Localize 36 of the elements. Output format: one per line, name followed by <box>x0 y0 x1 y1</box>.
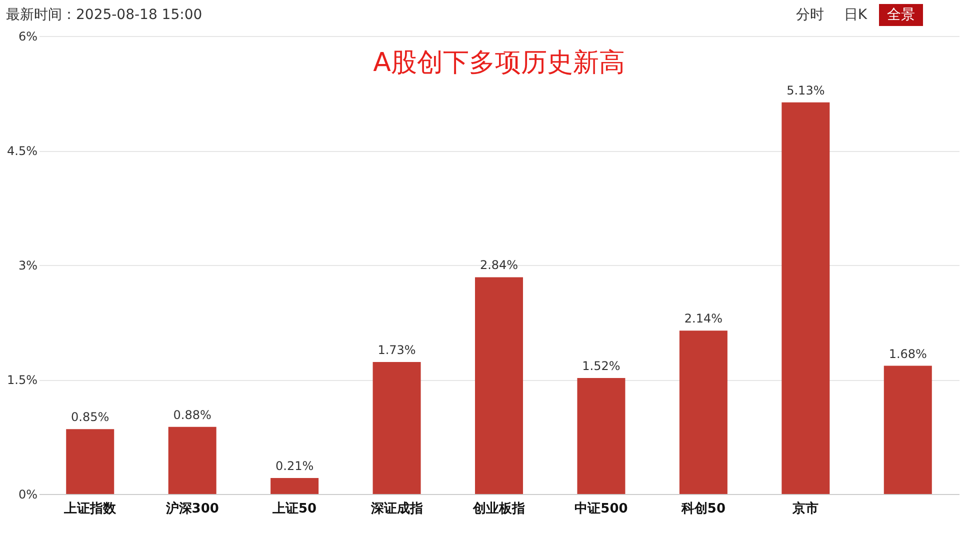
y-tick-label: 0% <box>18 488 38 502</box>
x-tick-label: 上证50 <box>272 502 317 516</box>
x-tick-label: 科创50 <box>680 502 726 516</box>
text: 日K <box>842 6 868 25</box>
x-tick-label: 深证成指 <box>370 502 423 516</box>
text: 分时 <box>794 6 825 25</box>
data-label: 0.21% <box>275 458 314 473</box>
bar <box>475 277 523 494</box>
data-label: 2.14% <box>684 312 723 326</box>
x-tick-label: 创业板指 <box>472 502 525 516</box>
data-label: 1.68% <box>888 346 927 361</box>
bar <box>372 362 421 494</box>
y-tick-label: 4.5% <box>7 144 38 158</box>
data-label: 5.13% <box>786 83 825 98</box>
bar <box>884 366 932 494</box>
bar <box>577 378 626 494</box>
bar <box>270 478 319 494</box>
text: A股创下多项历史新高 <box>373 48 625 78</box>
data-label: 0.88% <box>173 408 212 422</box>
bar <box>782 102 830 494</box>
x-tick-label: 上证指数 <box>63 502 118 516</box>
data-label: 2.84% <box>480 258 518 272</box>
text: 最新时间：2025-08-18 15:00 <box>6 6 202 24</box>
x-tick-label: 京市 <box>792 500 819 516</box>
bar <box>679 330 728 494</box>
y-tick-label: 3% <box>18 258 38 272</box>
data-label: 0.85% <box>71 410 110 424</box>
x-tick-label: 中证500 <box>574 502 628 516</box>
text: 全景 <box>879 4 923 26</box>
y-tick-label: 1.5% <box>7 373 38 387</box>
data-label: 1.52% <box>582 358 620 373</box>
data-label: 1.73% <box>378 342 416 357</box>
x-tick-label: 沪深300 <box>164 500 219 516</box>
bar <box>168 426 216 494</box>
bar <box>66 429 114 494</box>
y-tick-label: 6% <box>18 30 38 44</box>
